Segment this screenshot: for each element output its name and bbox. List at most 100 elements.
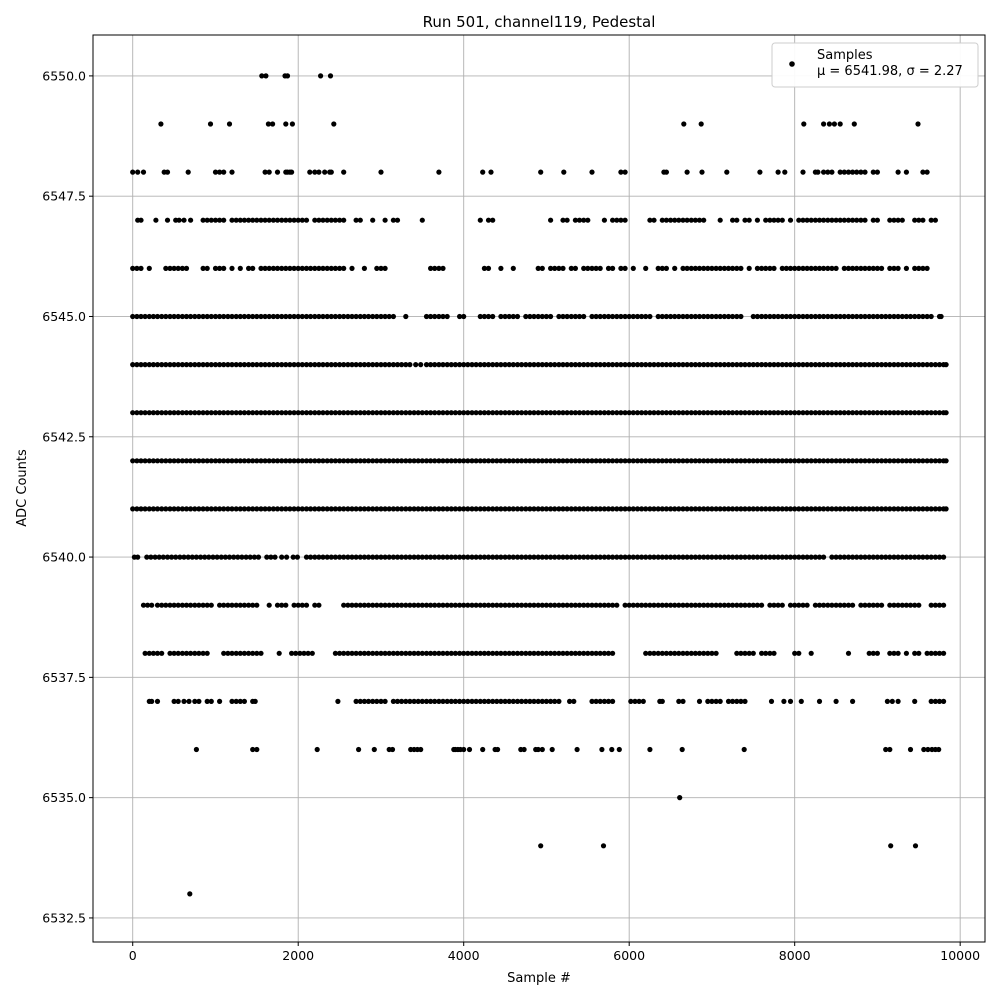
data-point [341, 650, 347, 656]
data-point [390, 410, 396, 416]
data-point [432, 650, 438, 656]
data-point [295, 458, 301, 464]
y-tick-label: 6545.0 [42, 309, 86, 324]
data-point [874, 602, 881, 608]
data-point [858, 602, 864, 608]
data-point [531, 313, 537, 320]
data-point [246, 217, 252, 223]
data-point [775, 506, 781, 512]
data-point [390, 506, 396, 512]
data-point [696, 506, 703, 512]
data-point [179, 458, 185, 464]
data-point [394, 506, 401, 512]
data-point [179, 362, 185, 368]
data-point [345, 362, 351, 368]
data-point [552, 506, 558, 512]
data-point [390, 698, 396, 705]
data-point [303, 602, 310, 608]
data-point [943, 506, 949, 512]
data-point [539, 313, 545, 320]
data-point [345, 554, 351, 560]
data-point [403, 554, 409, 560]
data-point [461, 506, 467, 512]
data-point [159, 650, 165, 656]
data-point [932, 698, 939, 705]
data-point [668, 650, 674, 656]
data-point [679, 746, 685, 753]
data-point [341, 169, 347, 175]
data-point [787, 554, 794, 560]
data-point [928, 458, 934, 464]
data-point [699, 169, 705, 175]
data-point [891, 313, 897, 320]
data-point [899, 602, 905, 608]
data-point [138, 410, 144, 416]
data-point [668, 506, 674, 512]
data-point [357, 698, 363, 705]
data-point [622, 169, 628, 175]
data-point [389, 746, 396, 753]
data-point [221, 217, 227, 223]
data-point [564, 554, 570, 560]
data-point [932, 362, 939, 368]
data-point [692, 458, 699, 464]
data-point [663, 362, 670, 368]
data-point [308, 506, 314, 512]
data-point [140, 602, 147, 608]
data-point [738, 554, 744, 560]
data-point [251, 554, 257, 560]
data-point [262, 410, 268, 416]
data-point [564, 602, 570, 608]
data-point [874, 410, 881, 416]
data-point [564, 458, 570, 464]
data-point [345, 458, 351, 464]
data-point [299, 217, 305, 223]
data-point [332, 506, 338, 512]
data-point [672, 410, 678, 416]
data-point [370, 506, 376, 512]
data-point [936, 698, 943, 705]
data-point [750, 313, 756, 320]
data-point [701, 602, 707, 608]
data-point [798, 698, 804, 705]
data-point [221, 313, 227, 320]
data-point [265, 121, 271, 127]
data-point [730, 410, 736, 416]
data-point [469, 602, 475, 608]
data-point [556, 265, 562, 271]
data-point [510, 313, 516, 320]
data-point [279, 410, 285, 416]
data-point [440, 458, 446, 464]
data-point [506, 362, 512, 368]
data-point [423, 458, 430, 464]
data-point [705, 554, 711, 560]
data-point [792, 362, 798, 368]
data-point [879, 313, 885, 320]
data-point [866, 650, 872, 656]
data-point [845, 313, 852, 320]
data-point [924, 506, 930, 512]
data-point [221, 458, 227, 464]
data-point [386, 458, 392, 464]
legend-series-name: Samples [817, 48, 873, 63]
data-point [341, 265, 347, 271]
data-point [775, 458, 781, 464]
data-point [924, 458, 930, 464]
data-point [494, 410, 500, 416]
data-point [490, 602, 496, 608]
data-point [217, 265, 223, 271]
data-point [250, 602, 256, 608]
data-point [713, 313, 719, 320]
data-point [423, 554, 430, 560]
data-point [290, 554, 296, 560]
data-point [833, 313, 839, 320]
data-point [353, 410, 359, 416]
data-point [581, 602, 587, 608]
data-point [394, 217, 401, 223]
data-point [457, 602, 463, 608]
data-point [266, 506, 272, 512]
data-point [763, 362, 769, 368]
data-point [663, 650, 670, 656]
data-point [179, 410, 185, 416]
data-point [854, 169, 860, 175]
